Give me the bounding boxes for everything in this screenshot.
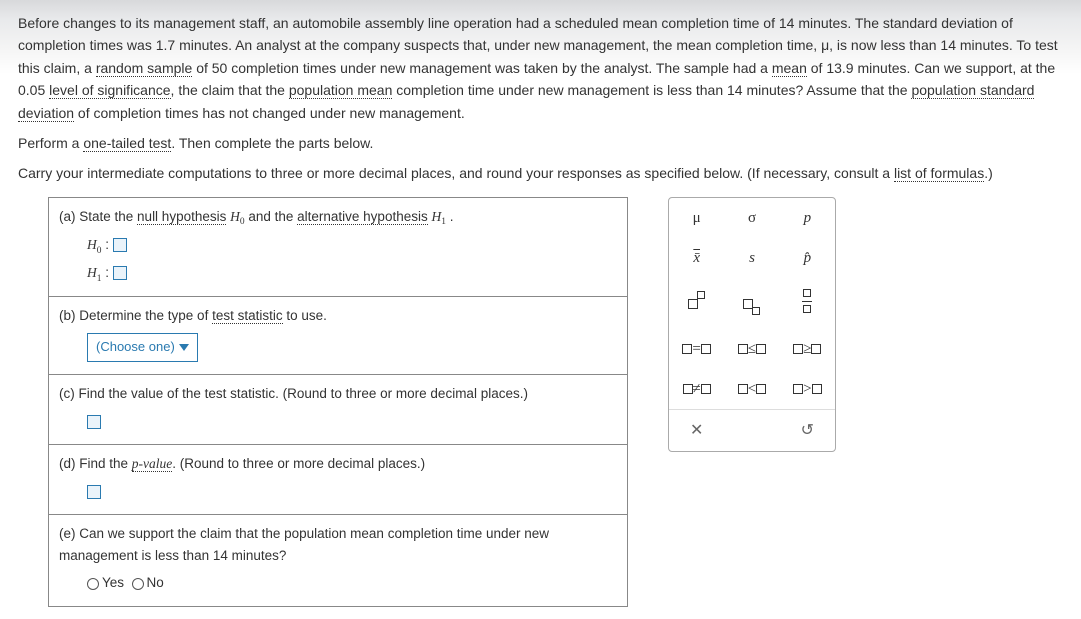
sym-subscript[interactable] [724, 278, 779, 329]
reset-button[interactable]: ↺ [780, 409, 835, 451]
h0-colon: : [101, 237, 112, 252]
h1-colon: : [101, 265, 112, 280]
sym-power[interactable] [669, 278, 724, 329]
h1-label: H [87, 265, 97, 280]
choose-label: (Choose one) [96, 339, 175, 354]
problem-paragraph-3: Carry your intermediate computations to … [18, 162, 1063, 184]
sym-fraction[interactable] [780, 278, 835, 329]
part-c-cell: (c) Find the value of the test statistic… [49, 374, 628, 444]
link-alt-hypothesis[interactable]: alternative hypothesis [297, 209, 428, 225]
eq-text: = [692, 341, 700, 357]
no-radio[interactable] [132, 578, 144, 590]
yes-radio[interactable] [87, 578, 99, 590]
H1-sym: H [431, 209, 441, 224]
part-a-t1: State the [76, 209, 138, 224]
p2a: Perform a [18, 135, 83, 151]
sym-gt[interactable]: > [780, 369, 835, 410]
p3b: .) [984, 165, 993, 181]
h0-label: H [87, 237, 97, 252]
link-p-value[interactable]: p-value [132, 456, 172, 472]
le-text: ≤ [748, 341, 756, 357]
part-a-t5: . [446, 209, 454, 224]
link-population-mean[interactable]: population mean [289, 82, 393, 99]
sym-p[interactable]: p [780, 198, 835, 238]
part-e-cell: (e) Can we support the claim that the po… [49, 514, 628, 606]
x-icon: ✕ [690, 422, 703, 439]
part-d-cell: (d) Find the p-value. (Round to three or… [49, 444, 628, 514]
symbols-palette: μ σ p x̄ s p̂ = ≤ ≥ [668, 197, 836, 453]
clear-button[interactable]: ✕ [669, 409, 724, 451]
link-null-hypothesis[interactable]: null hypothesis [137, 209, 226, 225]
sym-xbar[interactable]: x̄ [669, 238, 724, 278]
chevron-down-icon [179, 344, 189, 351]
sym-lt[interactable]: < [724, 369, 779, 410]
part-b-label: (b) [59, 308, 76, 323]
problem-text-1b: of 50 completion times under new managem… [192, 60, 772, 76]
sym-mu[interactable]: μ [669, 198, 724, 238]
link-random-sample[interactable]: random sample [96, 60, 193, 77]
part-b-t2: to use. [283, 308, 327, 323]
part-c-t: Find the value of the test statistic. (R… [75, 386, 528, 401]
problem-paragraph-2: Perform a one-tailed test. Then complete… [18, 132, 1063, 154]
gt-text: > [803, 381, 811, 397]
part-d-label: (d) [59, 456, 76, 471]
part-b-cell: (b) Determine the type of test statistic… [49, 297, 628, 374]
part-a-cell: (a) State the null hypothesis H0 and the… [49, 197, 628, 296]
test-statistic-dropdown[interactable]: (Choose one) [87, 333, 198, 362]
part-a-label: (a) [59, 209, 76, 224]
problem-paragraph-1: Before changes to its management staff, … [18, 12, 1063, 124]
link-mean[interactable]: mean [772, 60, 807, 77]
xbar-text: x̄ [693, 250, 700, 266]
p-value-input-box[interactable] [87, 485, 101, 499]
part-e-t: Can we support the claim that the popula… [59, 526, 549, 563]
sym-eq[interactable]: = [669, 329, 724, 369]
part-c-label: (c) [59, 386, 75, 401]
sym-ne[interactable]: ≠ [669, 369, 724, 410]
part-d-t1: Find the [76, 456, 132, 471]
H0-sym: H [230, 209, 240, 224]
test-stat-input-box[interactable] [87, 415, 101, 429]
p2b: . Then complete the parts below. [171, 135, 373, 151]
reset-icon: ↺ [801, 422, 814, 439]
part-b-t: Determine the type of [76, 308, 213, 323]
ne-text: ≠ [693, 381, 701, 397]
lt-text: < [748, 381, 756, 397]
sym-s[interactable]: s [724, 238, 779, 278]
problem-text-1e: completion time under new management is … [392, 82, 911, 98]
parts-table: (a) State the null hypothesis H0 and the… [48, 197, 628, 607]
h1-input-box[interactable] [113, 266, 127, 280]
link-formulas[interactable]: list of formulas [894, 165, 984, 182]
ge-text: ≥ [803, 341, 811, 357]
part-e-label: (e) [59, 526, 76, 541]
sym-ge[interactable]: ≥ [780, 329, 835, 369]
h0-input-box[interactable] [113, 238, 127, 252]
part-a-t3: and the [245, 209, 298, 224]
link-level-significance[interactable]: level of significance [49, 82, 170, 99]
sym-le[interactable]: ≤ [724, 329, 779, 369]
link-one-tailed[interactable]: one-tailed test [83, 135, 171, 152]
part-d-t2: . (Round to three or more decimal places… [172, 456, 425, 471]
sym-sigma[interactable]: σ [724, 198, 779, 238]
problem-text-1d: , the claim that the [171, 82, 289, 98]
link-test-statistic[interactable]: test statistic [212, 308, 283, 324]
problem-text-1f: of completion times has not changed unde… [74, 105, 465, 121]
sym-phat[interactable]: p̂ [780, 238, 835, 278]
p3a: Carry your intermediate computations to … [18, 165, 894, 181]
